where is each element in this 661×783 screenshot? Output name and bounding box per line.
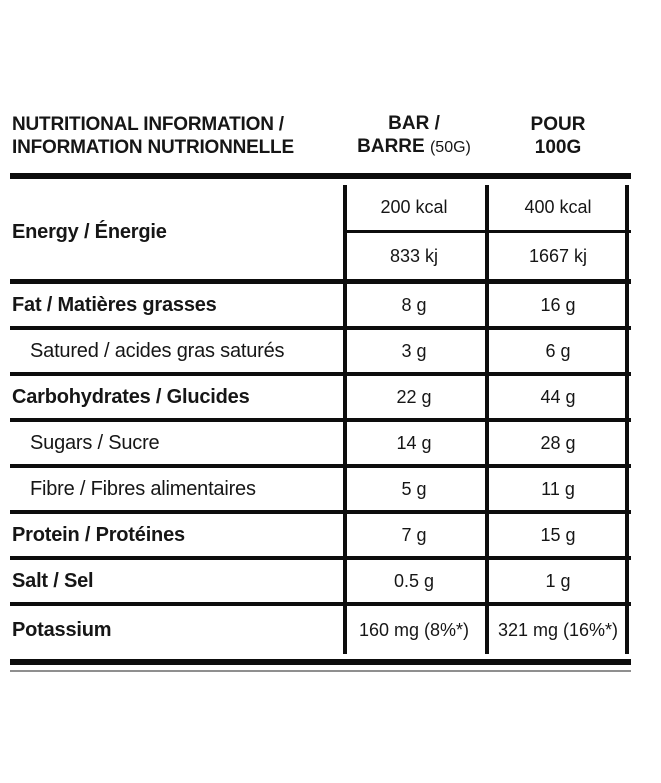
nutrition-table: NUTRITIONAL INFORMATION / INFORMATION NU… — [10, 112, 631, 672]
table-title-line1: NUTRITIONAL INFORMATION / — [12, 113, 284, 135]
row-saturated-fat-label: Satured / acides gras saturés — [30, 339, 285, 362]
column-header-per100-line1: POUR — [530, 113, 586, 135]
table-header-row: NUTRITIONAL INFORMATION / INFORMATION NU… — [10, 112, 631, 159]
energy-kcal-per100-value: 400 kcal — [524, 197, 592, 217]
row-carbohydrates: Carbohydrates / Glucides 22 g 44 g — [10, 376, 631, 422]
row-fibre-label: Fibre / Fibres alimentaires — [30, 477, 256, 500]
row-saturated-fat: Satured / acides gras saturés 3 g 6 g — [10, 330, 631, 376]
column-header-bar-weight: (50G) — [429, 139, 471, 156]
vertical-rule-2 — [485, 185, 489, 654]
bottom-thin-rule — [10, 670, 631, 672]
row-protein-label: Protein / Protéines — [12, 523, 185, 546]
row-potassium-label: Potassium — [12, 618, 112, 641]
row-salt: Salt / Sel 0.5 g 1 g — [10, 560, 631, 606]
row-potassium: Potassium 160 mg (8%*) 321 mg (16%*) — [10, 606, 631, 654]
row-carbohydrates-label: Carbohydrates / Glucides — [12, 385, 250, 408]
column-header-bar-line2: BARRE — [357, 136, 425, 157]
row-fat: Fat / Matières grasses 8 g 16 g — [10, 284, 631, 330]
row-fibre-bar-value: 5 g — [401, 478, 427, 499]
row-fibre-per100-value: 11 g — [541, 478, 575, 499]
row-fat-per100-value: 16 g — [540, 294, 576, 315]
row-potassium-bar-value: 160 mg (8%*) — [358, 619, 470, 640]
table-grid: Energy / Énergie 200 kcal 400 kcal 833 k… — [10, 185, 631, 654]
row-salt-bar-value: 0.5 g — [393, 570, 435, 591]
row-carbohydrates-per100-value: 44 g — [540, 386, 576, 407]
column-header-per100-line2: 100G — [534, 136, 582, 158]
table-title-line2: INFORMATION NUTRIONNELLE — [12, 136, 294, 158]
header-divider-rule — [10, 173, 631, 179]
row-energy: Energy / Énergie 200 kcal 400 kcal 833 k… — [10, 185, 631, 284]
row-sugars: Sugars / Sucre 14 g 28 g — [10, 422, 631, 468]
vertical-rule-3 — [625, 185, 629, 654]
energy-kj-bar-value: 833 kj — [389, 245, 439, 266]
energy-kj-per100-value: 1667 kj — [528, 245, 588, 266]
row-sugars-per100-value: 28 g — [540, 432, 576, 453]
row-sugars-label: Sugars / Sucre — [30, 431, 160, 454]
bottom-thick-rule — [10, 659, 631, 665]
row-fat-label: Fat / Matières grasses — [12, 293, 217, 316]
row-saturated-fat-bar-value: 3 g — [401, 340, 427, 361]
column-header-bar-line1: BAR / — [388, 113, 440, 134]
row-protein: Protein / Protéines 7 g 15 g — [10, 514, 631, 560]
row-sugars-bar-value: 14 g — [396, 432, 432, 453]
vertical-rule-1 — [343, 185, 347, 654]
row-protein-bar-value: 7 g — [401, 524, 427, 545]
row-fat-bar-value: 8 g — [401, 294, 427, 315]
row-fibre: Fibre / Fibres alimentaires 5 g 11 g — [10, 468, 631, 514]
row-saturated-fat-per100-value: 6 g — [545, 340, 571, 361]
row-salt-label: Salt / Sel — [12, 569, 94, 592]
energy-kcal-subrow: 200 kcal 400 kcal — [343, 185, 631, 230]
row-potassium-per100-value: 321 mg (16%*) — [497, 619, 619, 640]
column-header-per100: POUR 100G — [485, 113, 631, 159]
energy-label: Energy / Énergie — [12, 220, 167, 243]
energy-kcal-bar-value: 200 kcal — [380, 197, 448, 217]
row-salt-per100-value: 1 g — [545, 570, 571, 591]
column-header-bar: BAR / BARRE (50G) — [343, 112, 485, 159]
energy-kj-subrow: 833 kj 1667 kj — [343, 233, 631, 279]
table-title: NUTRITIONAL INFORMATION / INFORMATION NU… — [10, 113, 343, 159]
row-carbohydrates-bar-value: 22 g — [396, 386, 432, 407]
row-protein-per100-value: 15 g — [540, 524, 576, 545]
